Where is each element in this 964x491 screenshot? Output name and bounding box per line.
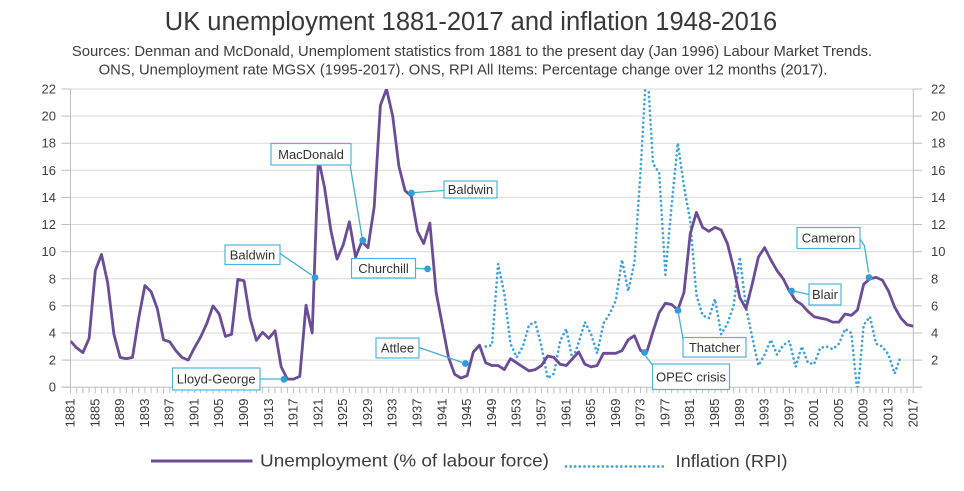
svg-text:1897: 1897 bbox=[162, 399, 177, 428]
svg-text:1905: 1905 bbox=[211, 399, 226, 428]
svg-text:1949: 1949 bbox=[484, 399, 499, 428]
svg-text:6: 6 bbox=[931, 298, 938, 313]
svg-text:1957: 1957 bbox=[534, 399, 549, 428]
svg-text:4: 4 bbox=[49, 326, 56, 341]
svg-text:1981: 1981 bbox=[682, 399, 697, 428]
svg-text:1993: 1993 bbox=[757, 399, 772, 428]
svg-text:Cameron: Cameron bbox=[802, 231, 855, 246]
svg-text:12: 12 bbox=[931, 217, 945, 232]
svg-text:1933: 1933 bbox=[385, 399, 400, 428]
svg-text:6: 6 bbox=[49, 298, 56, 313]
svg-text:1977: 1977 bbox=[657, 399, 672, 428]
svg-text:1925: 1925 bbox=[335, 399, 350, 428]
svg-text:1917: 1917 bbox=[286, 399, 301, 428]
svg-text:8: 8 bbox=[49, 271, 56, 286]
svg-text:2009: 2009 bbox=[856, 399, 871, 428]
svg-text:2017: 2017 bbox=[905, 399, 920, 428]
svg-text:1901: 1901 bbox=[186, 399, 201, 428]
svg-text:2001: 2001 bbox=[806, 399, 821, 428]
svg-text:4: 4 bbox=[931, 326, 938, 341]
svg-text:16: 16 bbox=[42, 163, 56, 178]
svg-text:Sources: Denman and McDonald,: Sources: Denman and McDonald, Unemplomen… bbox=[72, 44, 872, 60]
svg-text:2005: 2005 bbox=[831, 399, 846, 428]
svg-text:2: 2 bbox=[49, 353, 56, 368]
svg-text:1881: 1881 bbox=[63, 399, 78, 428]
svg-text:ONS, Unemployment rate MGSX (1: ONS, Unemployment rate MGSX (1995-2017).… bbox=[99, 63, 828, 79]
svg-text:14: 14 bbox=[931, 190, 945, 205]
svg-text:20: 20 bbox=[931, 109, 945, 124]
svg-text:1945: 1945 bbox=[459, 399, 474, 428]
svg-text:Blair: Blair bbox=[812, 287, 839, 302]
svg-text:22: 22 bbox=[931, 82, 945, 97]
svg-text:1921: 1921 bbox=[310, 399, 325, 428]
svg-text:Churchill: Churchill bbox=[358, 261, 409, 276]
svg-text:1913: 1913 bbox=[261, 399, 276, 428]
svg-text:Attlee: Attlee bbox=[381, 341, 414, 356]
svg-text:1937: 1937 bbox=[410, 399, 425, 428]
svg-text:1889: 1889 bbox=[112, 399, 127, 428]
svg-text:14: 14 bbox=[42, 190, 56, 205]
svg-text:UK unemployment 1881-2017 and: UK unemployment 1881-2017 and inflation … bbox=[165, 8, 777, 36]
svg-text:Lloyd-George: Lloyd-George bbox=[177, 372, 256, 387]
svg-text:20: 20 bbox=[42, 109, 56, 124]
svg-text:1885: 1885 bbox=[87, 399, 102, 428]
svg-text:18: 18 bbox=[931, 136, 945, 151]
svg-text:12: 12 bbox=[42, 217, 56, 232]
svg-text:2: 2 bbox=[931, 353, 938, 368]
svg-text:Thatcher: Thatcher bbox=[689, 340, 741, 355]
svg-text:Unemployment (% of labour forc: Unemployment (% of labour force) bbox=[260, 451, 549, 471]
svg-text:10: 10 bbox=[42, 244, 56, 259]
svg-text:1909: 1909 bbox=[236, 399, 251, 428]
svg-text:0: 0 bbox=[49, 380, 56, 395]
svg-text:MacDonald: MacDonald bbox=[278, 147, 344, 162]
svg-text:1969: 1969 bbox=[608, 399, 623, 428]
svg-text:1989: 1989 bbox=[732, 399, 747, 428]
svg-text:Inflation (RPI): Inflation (RPI) bbox=[676, 451, 788, 471]
svg-text:1965: 1965 bbox=[583, 399, 598, 428]
svg-text:22: 22 bbox=[42, 82, 56, 97]
svg-text:1929: 1929 bbox=[360, 399, 375, 428]
svg-text:1973: 1973 bbox=[633, 399, 648, 428]
svg-text:Baldwin: Baldwin bbox=[448, 182, 494, 197]
svg-text:2013: 2013 bbox=[881, 399, 896, 428]
svg-text:1953: 1953 bbox=[509, 399, 524, 428]
svg-text:1961: 1961 bbox=[558, 399, 573, 428]
svg-text:1893: 1893 bbox=[137, 399, 152, 428]
svg-text:8: 8 bbox=[931, 271, 938, 286]
svg-text:16: 16 bbox=[931, 163, 945, 178]
svg-text:OPEC crisis: OPEC crisis bbox=[656, 369, 727, 384]
svg-text:1997: 1997 bbox=[781, 399, 796, 428]
svg-text:1941: 1941 bbox=[434, 399, 449, 428]
svg-text:10: 10 bbox=[931, 244, 945, 259]
svg-text:18: 18 bbox=[42, 136, 56, 151]
svg-text:1985: 1985 bbox=[707, 399, 722, 428]
svg-text:Baldwin: Baldwin bbox=[230, 247, 276, 262]
